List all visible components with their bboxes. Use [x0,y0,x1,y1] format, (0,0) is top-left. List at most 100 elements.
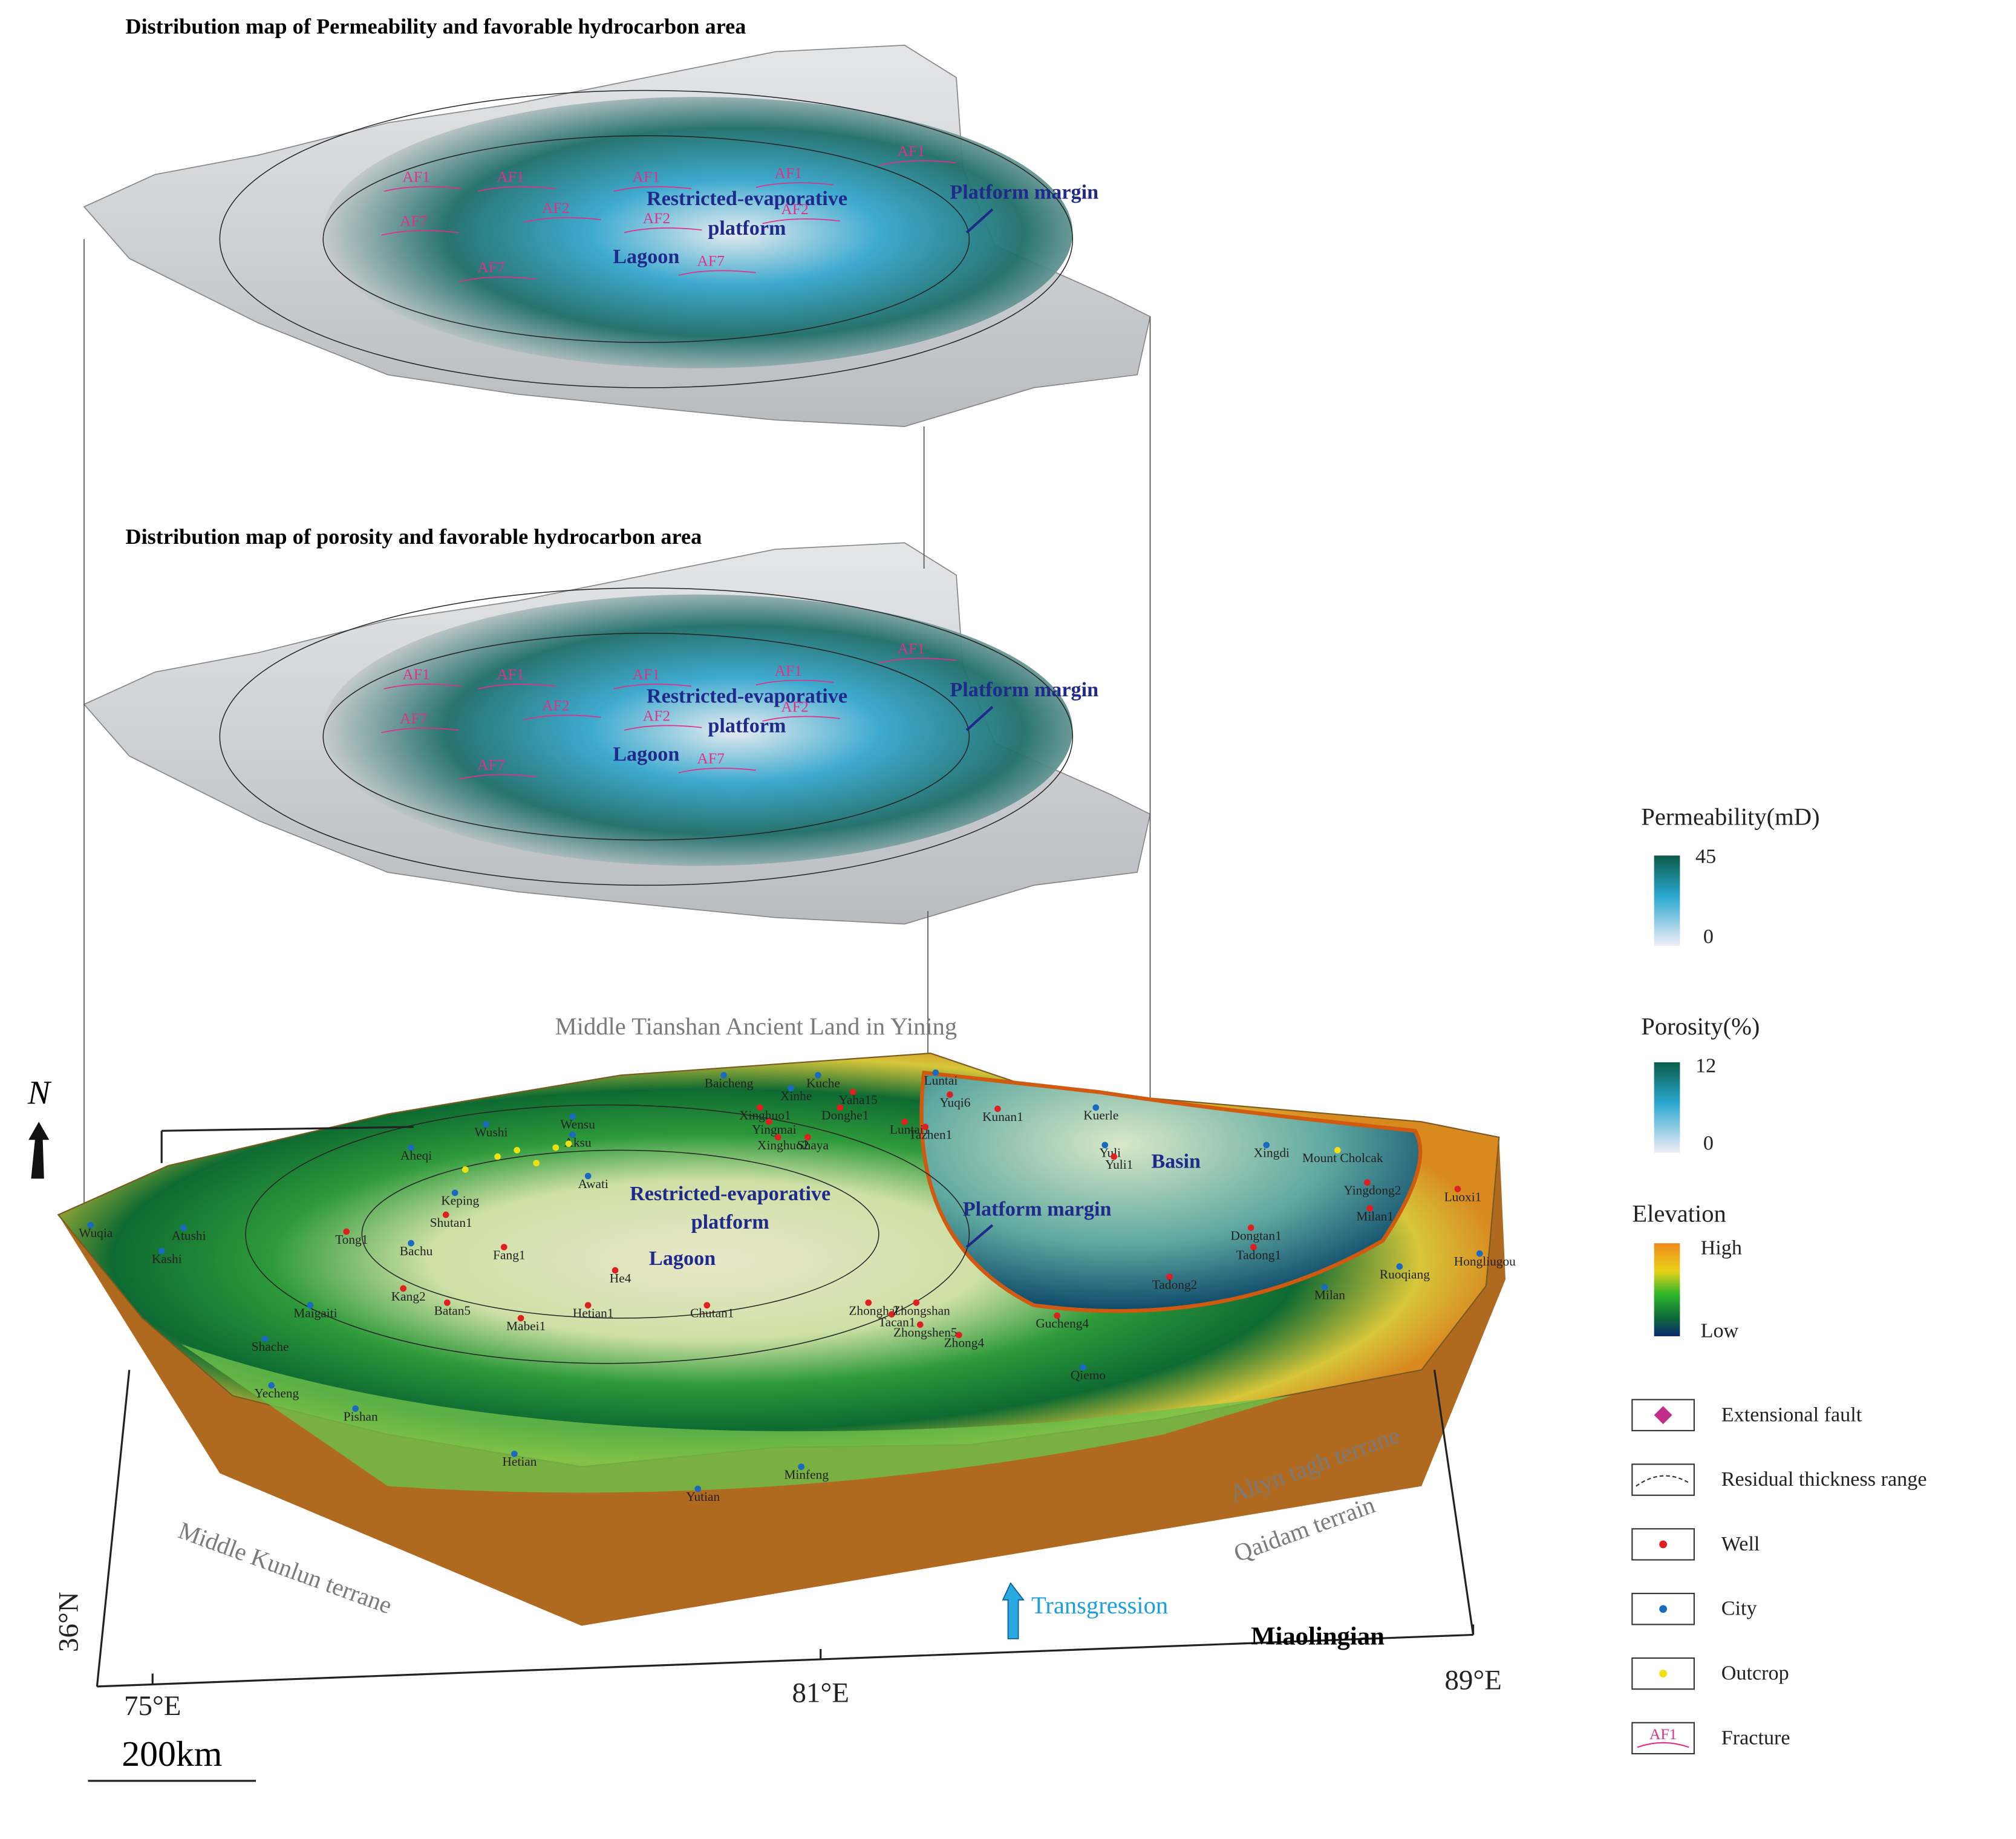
fracture-label: AF2 [542,696,570,714]
facies-label: platform [708,217,786,240]
well-marker [849,1088,856,1096]
fracture-label: AF2 [542,199,570,217]
base-block [57,1053,1505,1626]
citie-marker [511,1451,518,1457]
well-marker [955,1331,962,1339]
legend-fracture-icon: AF1 [1649,1725,1677,1743]
fracture-line [755,679,834,686]
well-marker [913,1299,920,1306]
legend-item: Residual thickness range [1721,1468,1927,1491]
citie-marker [1476,1250,1483,1257]
well-marker [612,1267,619,1274]
fracture-line [624,227,702,234]
citie-marker [180,1224,187,1231]
citie-label: Kuche [806,1076,840,1090]
well-label: Tong1 [335,1232,368,1247]
citie-marker [451,1189,458,1197]
well-marker [765,1118,772,1125]
fracture-line [523,217,601,223]
fracture-line [383,186,462,192]
map-panel [83,44,1151,427]
facies-label: Platform margin [963,1198,1112,1221]
citie-label: Pishan [344,1409,378,1423]
well-marker [442,1211,449,1218]
well-label: Zhongshen5 [893,1325,957,1340]
fracture-line [458,774,537,780]
transgression-label: Transgression [1031,1592,1168,1619]
citie-marker [158,1247,165,1255]
fracture-line [523,714,601,720]
outcrop-marker [552,1144,559,1151]
fracture-label: AF2 [643,707,671,725]
well-marker [837,1104,844,1111]
citie-label: Qiemo [1071,1368,1106,1382]
arrow [965,208,994,234]
well-label: Gucheng4 [1036,1316,1089,1331]
fracture-line [613,186,692,192]
well-marker [865,1299,872,1306]
fracture-label: AF1 [497,168,524,186]
facies-label: Lagoon [613,246,679,268]
connector-lines [83,239,1151,1209]
legend-low: Low [1701,1319,1739,1342]
fracture-label: AF1 [897,639,925,657]
citie-marker [268,1382,275,1389]
citie-label: Aheqi [400,1148,432,1163]
fracture-line [755,182,834,188]
outcrop-marker [1334,1146,1341,1154]
well-label: Luntai1 [890,1122,930,1137]
legend-max: 45 [1695,845,1716,867]
citie-label: Wuqia [79,1226,113,1240]
fracture-line [762,218,840,224]
legend-item: Outcrop [1721,1662,1789,1685]
citie-marker [1263,1142,1270,1149]
fracture-label: AF7 [697,252,725,270]
well-label: Kunan1 [982,1109,1023,1124]
well-label: Tadong2 [1152,1278,1197,1292]
citie-label: Hongliugou [1454,1254,1516,1269]
well-label: Dongtan1 [1231,1228,1282,1243]
legend-title: Permeability(mD) [1641,803,1819,831]
well-label: Mabei1 [506,1319,546,1333]
fracture-label: AF7 [477,258,505,276]
period-label: Miaolingian [1251,1622,1385,1651]
citie-label: Ruoqiang [1380,1267,1430,1281]
arrow [965,705,994,731]
well-marker [584,1302,592,1309]
well-marker [400,1285,407,1292]
facies-label: Basin [1151,1151,1201,1173]
fracture-line [383,684,462,690]
facies-label: Platform margin [950,181,1098,203]
frame [28,1122,1475,1782]
fracture-line [478,186,556,192]
well-marker [343,1228,350,1235]
fracture-label: AF7 [400,710,428,727]
citie-marker [569,1113,576,1120]
well-marker [947,1091,953,1098]
citie-label: Kuerle [1083,1108,1118,1123]
citie-marker [694,1485,702,1492]
legend-title: Elevation [1632,1200,1726,1227]
lat-label: 36°N [53,1592,84,1652]
citie-label: Luntai [924,1073,958,1088]
facies-label: platform [691,1211,769,1233]
fracture-line [381,230,459,236]
citie-label: Yecheng [254,1386,299,1400]
citie-label: Hetian [502,1454,537,1469]
citie-marker [408,1240,414,1247]
facies-label: Lagoon [649,1247,716,1270]
fracture-label: AF7 [697,750,725,767]
map-title: Distribution map of Permeability and fav… [125,14,746,38]
legend-item: Extensional fault [1721,1403,1862,1426]
contour [219,587,1074,886]
citie-marker [1396,1263,1403,1270]
citie-label: Maigaiti [293,1306,337,1321]
lon-label: 89°E [1444,1664,1501,1696]
citie-label: Milan [1314,1288,1345,1302]
fracture-line [878,160,957,166]
well-marker [1111,1153,1118,1160]
well-label: Fang1 [493,1247,525,1262]
well-marker [922,1123,929,1131]
legend-title: Porosity(%) [1641,1013,1760,1040]
citie-marker [815,1072,821,1079]
